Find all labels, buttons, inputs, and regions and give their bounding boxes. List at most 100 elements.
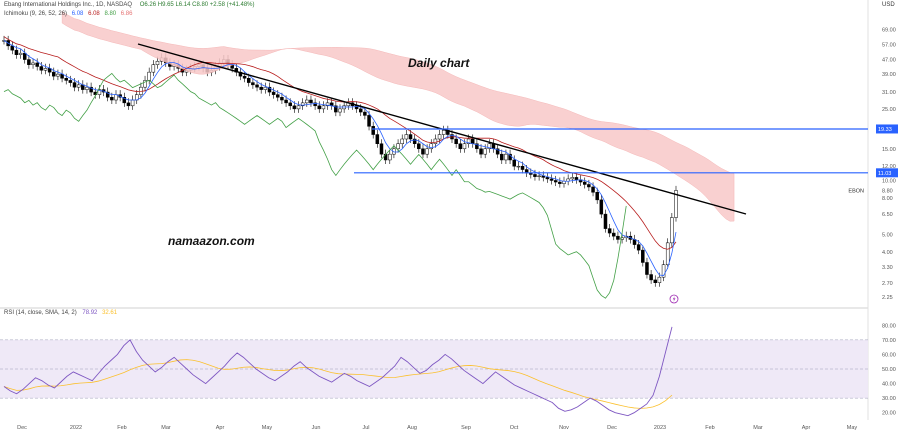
price-tick-label: 69.00 [882, 28, 896, 34]
price-tick-label: 25.00 [882, 107, 896, 113]
candle-body [379, 143, 384, 155]
candle-body [408, 134, 413, 140]
candle-body [255, 84, 259, 88]
candle-body [433, 138, 438, 144]
ichimoku-cloud [61, 11, 735, 222]
candle-body [105, 91, 110, 98]
candle-body [76, 84, 81, 88]
candle-body [267, 86, 272, 93]
candle-body [483, 148, 487, 155]
candle-body [151, 64, 156, 73]
candle-body [545, 177, 550, 180]
rsi-value: 78.92 [82, 310, 98, 316]
x-axis-label: Aug [407, 425, 417, 431]
price-tick-label: 57.00 [882, 42, 896, 48]
rsi-tick-label: 40.00 [882, 382, 896, 388]
candle-body [72, 82, 77, 88]
candle-body [495, 148, 500, 155]
candle-body [649, 274, 653, 281]
candle-body [31, 62, 35, 65]
candle-body [263, 86, 268, 90]
rsi-tick-label: 80.00 [882, 323, 896, 329]
candle-body [425, 148, 429, 155]
candle-body [363, 111, 367, 116]
price-tick-label: 6.50 [882, 212, 893, 218]
candle-body [512, 159, 516, 167]
symbol-label[interactable]: Ebang International Holdings Inc., 1D, N… [4, 2, 133, 8]
price-tick-label: 39.00 [882, 72, 896, 78]
candle-body [670, 217, 674, 244]
price-tick-label: 15.00 [882, 147, 896, 153]
ichimoku-value-4: 6.86 [120, 11, 133, 17]
candle-body [22, 52, 27, 60]
candle-body [437, 134, 442, 140]
ichimoku-label[interactable]: Ichimoku (9, 26, 52, 26) [4, 11, 68, 17]
rsi-header: RSI (14, close, SMA, 14, 2) 78.92 32.61 [4, 310, 117, 316]
candle-body [645, 262, 649, 275]
candle-body [599, 199, 604, 215]
candle-body [607, 228, 612, 234]
rsi-tick-label: 20.00 [882, 411, 896, 417]
candle-body [375, 134, 380, 144]
rsi-tick-label: 70.00 [882, 338, 896, 344]
candle-body [454, 138, 458, 144]
candle-body [52, 71, 56, 77]
candle-body [441, 130, 446, 135]
candle-body [271, 91, 276, 95]
lightning-icon [672, 296, 676, 302]
candle-body [97, 89, 102, 95]
kijun-line [3, 36, 677, 250]
candle-body [305, 99, 309, 104]
candle-body [533, 174, 537, 177]
candle-body [491, 143, 496, 150]
candle-body [259, 86, 263, 90]
candle-body [147, 71, 151, 81]
chikou-line [3, 72, 627, 299]
candle-body [653, 279, 658, 284]
price-tick-label: 3.30 [882, 265, 893, 271]
x-axis-label: Dec [17, 425, 27, 431]
rsi-line [3, 326, 673, 417]
x-axis-label: Sep [461, 425, 471, 431]
level-tag-lower-bg [876, 168, 898, 178]
rsi-ma-line [3, 359, 673, 409]
candle-body [130, 99, 135, 107]
candle-body [396, 143, 400, 150]
price-tick-label: 12.00 [882, 164, 896, 170]
x-axis-label: Jun [312, 425, 321, 431]
price-tick-label: 5.00 [882, 233, 893, 239]
candle-body [541, 175, 546, 178]
rsi-tick-label: 60.00 [882, 352, 896, 358]
x-axis-label: Mar [161, 425, 171, 431]
candle-body [458, 143, 463, 150]
candle-body [462, 143, 467, 150]
ichimoku-value-2: 6.08 [88, 11, 100, 17]
x-axis-label: Feb [117, 425, 126, 431]
candle-body [367, 115, 371, 127]
candle-body [155, 60, 160, 65]
candle-body [661, 264, 666, 278]
candle-body [516, 165, 521, 168]
x-axis-label: Feb [705, 425, 714, 431]
candle-body [288, 102, 292, 107]
price-tick-label: 8.00 [882, 196, 893, 202]
candle-body [616, 235, 620, 240]
tenkan-line [3, 40, 677, 277]
candle-body [612, 232, 616, 237]
candle-body [309, 99, 313, 104]
candle-body [371, 126, 375, 135]
candle-body [284, 99, 288, 104]
candle-body [429, 143, 434, 150]
candle-body [412, 138, 417, 144]
rsi-label[interactable]: RSI (14, close, SMA, 14, 2) [4, 310, 77, 316]
candle-body [500, 153, 504, 161]
x-axis-label: 2023 [654, 425, 666, 431]
price-tick-label: 2.70 [882, 281, 893, 287]
candle-body [143, 80, 147, 88]
candle-body [558, 181, 562, 184]
candle-body [292, 105, 297, 110]
level-tag-upper: 19.33 [878, 127, 892, 133]
x-axis-label: Dec [607, 425, 617, 431]
x-axis-label: Nov [559, 425, 569, 431]
